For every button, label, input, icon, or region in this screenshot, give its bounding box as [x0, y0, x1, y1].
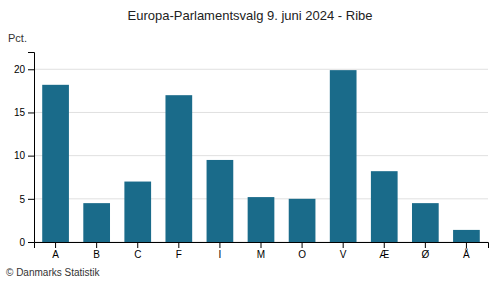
y-tick-label: 0: [19, 237, 25, 248]
x-axis: ABCFIMOVÆØÅ: [35, 242, 489, 260]
x-tick-label: V: [340, 249, 347, 260]
x-tick-mark: [343, 242, 344, 248]
y-tick-label: 10: [14, 150, 26, 161]
x-tick-label: C: [134, 249, 141, 260]
x-tick-mark: [96, 242, 97, 248]
x-tick: I: [219, 242, 222, 260]
bar: [124, 182, 151, 242]
x-tick-mark: [261, 242, 262, 248]
x-tick-label: M: [257, 249, 265, 260]
bar: [412, 203, 439, 242]
x-tick-mark: [425, 242, 426, 248]
x-tick-mark: [466, 242, 467, 248]
bar: [42, 85, 69, 242]
grid: [34, 69, 488, 242]
y-tick: 15: [14, 107, 34, 118]
grid-line: [34, 112, 488, 113]
x-tick-label: Å: [463, 248, 470, 260]
x-tick: O: [298, 242, 306, 260]
y-tick-mark: [28, 199, 34, 200]
title: Europa-Parlamentsvalg 9. juni 2024 - Rib…: [128, 8, 373, 23]
y-tick-label: 15: [14, 107, 26, 118]
x-tick: F: [176, 242, 182, 260]
x-axis-line: [35, 243, 489, 249]
x-tick-mark: [302, 242, 303, 248]
y-axis: 0 5 10 15 20: [14, 53, 35, 248]
bar: [248, 197, 275, 242]
plot: 0 5 10 15 20 A B C F I M O V Æ Ø Å: [14, 53, 489, 261]
x-tick: Æ: [379, 242, 389, 260]
y-axis-line: [28, 53, 35, 243]
x-tick: A: [52, 242, 59, 260]
x-tick-mark: [137, 242, 138, 248]
bar: [207, 160, 234, 242]
x-tick-mark: [384, 242, 385, 248]
x-tick: C: [134, 242, 141, 260]
grid-line: [34, 155, 488, 156]
y-axis-label: Pct.: [8, 32, 27, 44]
bar: [453, 230, 480, 242]
y-tick-mark: [28, 242, 34, 243]
y-tick: 20: [14, 64, 34, 75]
x-tick: Ø: [421, 242, 429, 260]
x-tick-label: B: [93, 249, 100, 260]
grid-line: [34, 69, 488, 70]
bars: [42, 70, 480, 242]
y-tick: 0: [19, 237, 34, 248]
x-tick-label: F: [176, 249, 182, 260]
y-tick-label: 5: [19, 194, 25, 205]
x-tick: Å: [463, 242, 470, 260]
bar: [330, 70, 357, 242]
x-tick-label: Ø: [421, 249, 429, 260]
y-tick-mark: [28, 156, 34, 157]
x-tick-mark: [219, 242, 220, 248]
y-tick-mark: [28, 112, 34, 113]
y-tick-mark: [28, 69, 34, 70]
y-tick: 10: [14, 150, 34, 161]
chart: Europa-Parlamentsvalg 9. juni 2024 - Rib…: [0, 0, 500, 282]
x-tick-label: O: [298, 249, 306, 260]
x-tick-label: A: [52, 249, 59, 260]
x-tick-mark: [55, 242, 56, 248]
x-tick: V: [340, 242, 347, 260]
bar: [289, 199, 316, 242]
y-tick: 5: [19, 194, 34, 205]
x-tick-label: I: [219, 249, 222, 260]
bar: [371, 171, 398, 242]
bar: [165, 95, 192, 242]
y-tick-label: 20: [14, 64, 26, 75]
x-tick-mark: [178, 242, 179, 248]
x-tick: B: [93, 242, 100, 260]
footer: © Danmarks Statistik: [6, 267, 101, 278]
x-tick-label: Æ: [379, 249, 389, 260]
x-tick: M: [257, 242, 265, 260]
bar: [83, 203, 110, 242]
